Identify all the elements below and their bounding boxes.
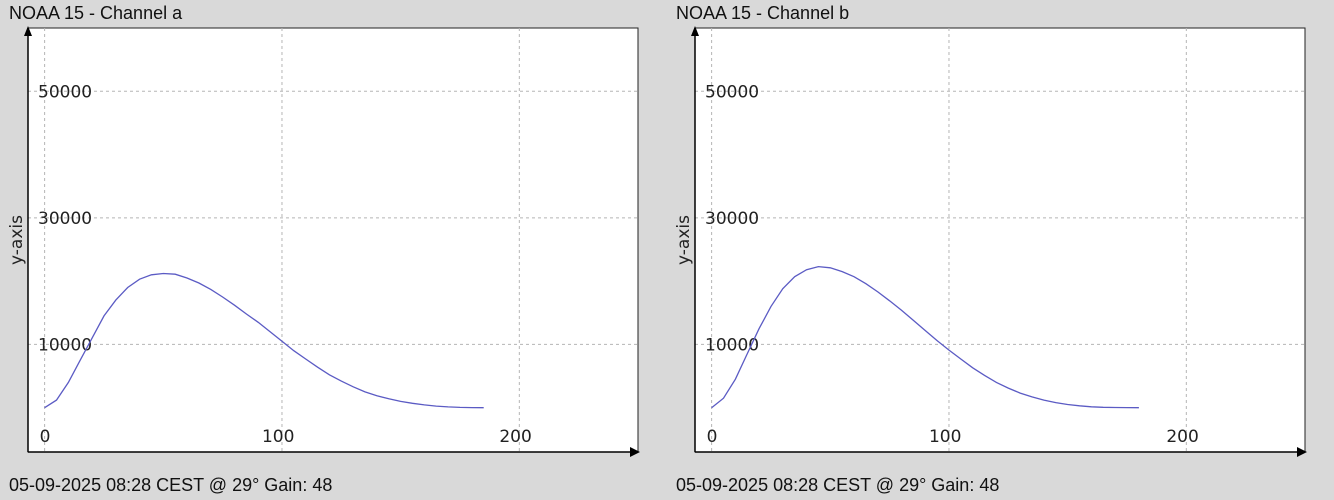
series-line xyxy=(711,265,1139,409)
x-tick-label: 0 xyxy=(40,427,51,447)
chart-footer: 05-09-2025 08:28 CEST @ 29° Gain: 48 xyxy=(676,475,1000,495)
y-tick-label: 50000 xyxy=(705,82,759,102)
y-tick-label: 30000 xyxy=(38,209,92,229)
plot-area: 0 100 200 10000 30000 50000 y-axis xyxy=(674,26,1307,457)
y-axis-label: y-axis xyxy=(674,215,694,265)
y-axis-label: y-axis xyxy=(7,215,27,265)
y-tick-label: 10000 xyxy=(705,335,759,355)
chart-title: NOAA 15 - Channel a xyxy=(9,3,183,23)
plot-background xyxy=(27,27,639,453)
x-tick-label: 200 xyxy=(499,427,531,447)
x-tick-label: 200 xyxy=(1166,427,1198,447)
y-tick-label: 10000 xyxy=(38,335,92,355)
x-axis-arrow xyxy=(1297,447,1307,457)
y-tick-label: 30000 xyxy=(705,209,759,229)
y-axis-arrow xyxy=(691,26,699,36)
series-line xyxy=(44,272,484,409)
chart-panel-channel-a: 0 100 200 10000 30000 50000 y-axis NOAA 15 - C… xyxy=(0,0,640,500)
chart-panel-channel-b: 0 100 200 10000 30000 50000 y-axis NOAA 15 - C… xyxy=(667,0,1307,500)
plot-area: 0 100 200 10000 30000 50000 y-axis xyxy=(7,26,640,457)
x-tick-label: 100 xyxy=(929,427,961,447)
x-axis-arrow xyxy=(630,447,640,457)
chart-footer: 05-09-2025 08:28 CEST @ 29° Gain: 48 xyxy=(9,475,333,495)
x-tick-label: 0 xyxy=(707,427,718,447)
y-axis-arrow xyxy=(24,26,32,36)
x-tick-label: 100 xyxy=(262,427,294,447)
plot-background xyxy=(694,27,1306,453)
chart-title: NOAA 15 - Channel b xyxy=(676,3,850,23)
y-tick-label: 50000 xyxy=(38,82,92,102)
